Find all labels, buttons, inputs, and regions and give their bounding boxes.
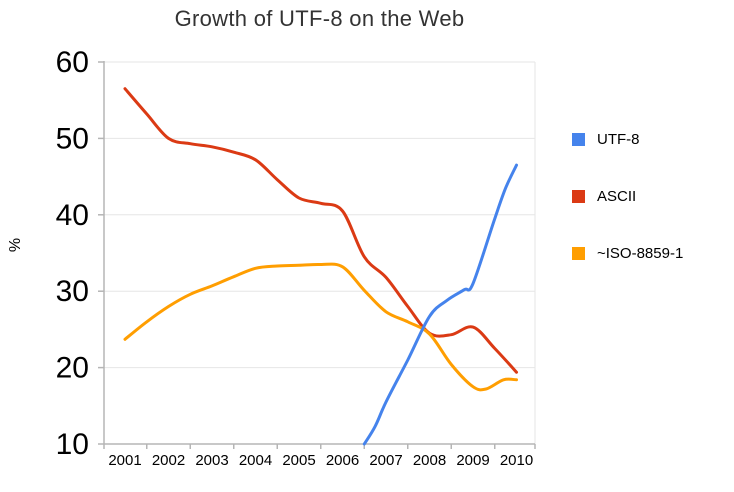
x-tick-label-2006: 2006 — [326, 452, 359, 469]
x-tick-label-2009: 2009 — [456, 452, 489, 469]
legend-swatch-ascii-icon — [572, 190, 585, 203]
legend-item-ascii: ASCII — [572, 188, 683, 205]
legend-label-utf8: UTF-8 — [597, 131, 640, 148]
chart-title: Growth of UTF-8 on the Web — [174, 6, 465, 31]
y-tick-label-50: 50 — [56, 122, 89, 155]
legend-item-utf8: UTF-8 — [572, 131, 683, 148]
x-tick-label-2005: 2005 — [282, 452, 315, 469]
legend-item-iso: ~ISO-8859-1 — [572, 245, 683, 262]
y-tick-label-10: 10 — [56, 428, 89, 461]
legend-swatch-utf8-icon — [572, 133, 585, 146]
y-tick-label-20: 20 — [56, 352, 89, 385]
y-tick-label-30: 30 — [56, 275, 89, 308]
legend: UTF-8 ASCII ~ISO-8859-1 — [572, 131, 683, 262]
y-tick-label-40: 40 — [56, 199, 89, 232]
legend-label-ascii: ASCII — [597, 188, 637, 205]
legend-swatch-iso-icon — [572, 247, 585, 260]
legend-label-iso: ~ISO-8859-1 — [597, 245, 684, 262]
y-tick-label-60: 60 — [56, 46, 89, 79]
series-line-utf-8 — [362, 163, 518, 446]
series-line-ascii — [123, 87, 518, 374]
x-tick-label-2010: 2010 — [500, 452, 533, 469]
x-tick-label-2003: 2003 — [195, 452, 228, 469]
series-line-iso-8859-1 — [123, 262, 518, 392]
x-tick-label-2008: 2008 — [413, 452, 446, 469]
x-tick-label-2001: 2001 — [108, 452, 141, 469]
x-tick-label-2004: 2004 — [239, 452, 272, 469]
x-tick-label-2002: 2002 — [152, 452, 185, 469]
x-tick-label-2007: 2007 — [369, 452, 402, 469]
